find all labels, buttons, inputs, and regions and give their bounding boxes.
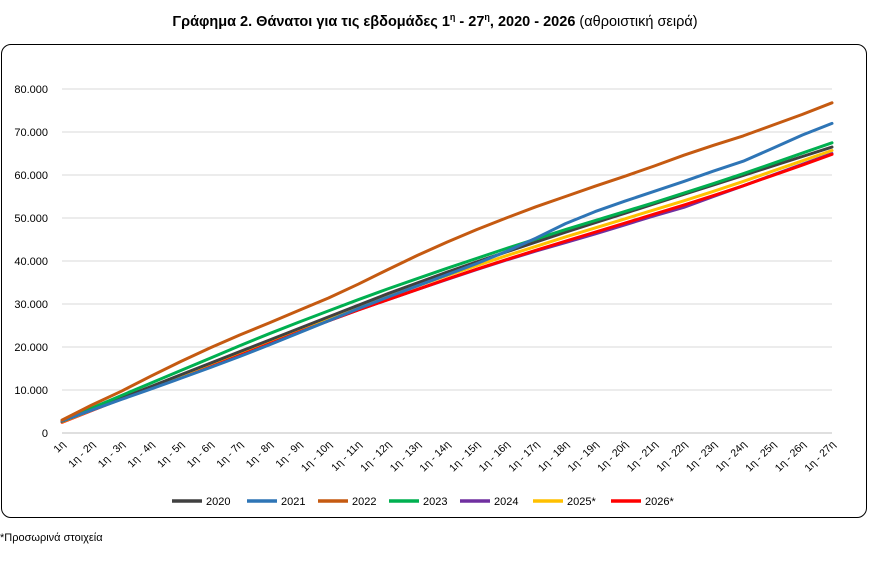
series-line-2022 <box>60 101 834 422</box>
y-tick-label: 60.000 <box>14 170 48 182</box>
x-tick-label: 1η - 24η <box>714 439 750 475</box>
x-tick-label: 1η - 7η <box>214 439 246 471</box>
legend-label: 2022 <box>352 496 376 508</box>
y-tick-label: 10.000 <box>14 385 48 397</box>
y-tick-label: 20.000 <box>14 342 48 354</box>
x-tick-label: 1η - 11η <box>329 439 364 474</box>
series-lines <box>60 101 834 424</box>
x-tick-label: 1η - 21η <box>625 439 661 475</box>
series-line-2023 <box>60 141 834 422</box>
x-tick-label: 1η - 23η <box>684 439 720 475</box>
title-mid: - 27 <box>455 13 485 30</box>
y-tick-label: 40.000 <box>14 256 48 268</box>
x-tick-label: 1η - 15η <box>447 439 483 475</box>
footnote: *Προσωρινά στοιχεία <box>0 532 103 544</box>
x-tick-label: 1η - 25η <box>743 439 779 475</box>
x-tick-label: 1η - 26η <box>773 439 809 475</box>
x-tick-label: 1η - 8η <box>244 439 276 471</box>
series-line-2025 <box>60 149 834 424</box>
title-sup-1: η <box>449 12 456 22</box>
x-tick-label: 1η - 4η <box>125 439 157 471</box>
x-tick-label: 1η - 5η <box>155 439 187 471</box>
y-tick-label: 0 <box>42 428 48 440</box>
title-sup-2: η <box>484 12 490 22</box>
title-main: Γράφημα 2. Θάνατοι για τις εβδομάδες 1 <box>172 13 450 30</box>
x-tick-label: 1η - 2η <box>66 439 98 471</box>
legend-label: 2021 <box>281 496 305 508</box>
y-tick-label: 30.000 <box>14 299 48 311</box>
legend-label: 2025* <box>567 496 596 508</box>
series-line-2021 <box>60 121 834 423</box>
y-tick-label: 80.000 <box>14 84 48 96</box>
chart-title: Γράφημα 2. Θάνατοι για τις εβδομάδες 1η … <box>0 12 870 30</box>
x-tick-label: 1η - 3η <box>96 439 128 471</box>
x-tick-label: 1η - 20ή <box>595 439 631 475</box>
x-tick-label: 1η - 12η <box>358 439 394 475</box>
y-tick-label: 50.000 <box>14 213 48 225</box>
x-tick-label: 1η - 10η <box>299 439 335 475</box>
legend-label: 2024 <box>494 496 518 508</box>
x-tick-label: 1η - 13η <box>388 439 424 475</box>
title-note: (αθροιστική σειρά) <box>575 13 698 30</box>
x-tick-label: 1η - 14η <box>417 439 453 475</box>
x-tick-label: 1η - 18η <box>536 439 572 475</box>
legend: 2020 2021 2022 2023 2024 2025* 2026* <box>172 496 674 508</box>
title-years: , 2020 - 2026 <box>489 13 576 30</box>
legend-label: 2026* <box>645 496 674 508</box>
x-tick-label: 1η - 27η <box>802 439 838 475</box>
series-line-2026 <box>60 152 834 424</box>
x-tick-label: 1η - 19η <box>565 439 601 475</box>
x-tick-label: 1η <box>51 439 68 456</box>
x-tick-label: 1η - 16η <box>477 439 513 475</box>
y-tick-label: 70.000 <box>14 127 48 139</box>
legend-label: 2023 <box>423 496 447 508</box>
grid <box>62 88 832 434</box>
x-tick-label: 1η - 22η <box>654 439 690 475</box>
y-axis-ticks: 0 10.000 20.000 30.000 40.000 50.000 60.000 70.… <box>14 84 48 440</box>
legend-label: 2020 <box>206 496 230 508</box>
x-tick-label: 1η - 6η <box>185 439 217 471</box>
x-tick-label: 1η - 17η <box>506 439 542 475</box>
